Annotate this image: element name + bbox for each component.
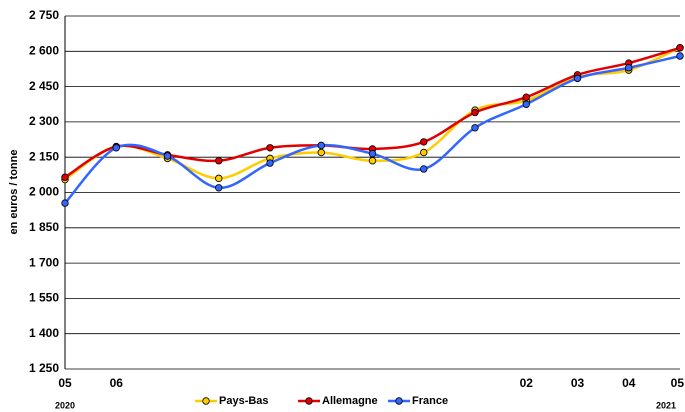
series-line [64, 54, 681, 204]
data-point [420, 138, 428, 146]
data-point [676, 44, 684, 52]
data-point [215, 174, 223, 183]
data-point [266, 159, 274, 167]
data-point [368, 149, 377, 158]
legend-label: Allemagne [322, 395, 378, 407]
data-point [368, 157, 377, 165]
x-tick-label: 02 [520, 376, 534, 390]
data-point [61, 199, 69, 207]
y-tick-label: 1 400 [29, 326, 59, 340]
x-tick-label: 06 [110, 376, 124, 390]
data-point [573, 74, 582, 83]
data-point [317, 148, 325, 157]
data-point [163, 152, 172, 160]
y-tick-label: 2 750 [29, 8, 59, 22]
data-point [112, 144, 120, 152]
y-tick-label: 1 850 [29, 220, 59, 234]
y-tick-label: 1 550 [29, 291, 59, 305]
legend-label: Pays-Bas [219, 395, 269, 407]
y-tick-label: 1 700 [29, 255, 59, 269]
data-point [420, 148, 428, 157]
y-tick-label: 1 250 [29, 361, 59, 375]
data-point [215, 184, 223, 192]
data-point [471, 124, 479, 132]
data-point [61, 173, 69, 181]
y-axis-label: en euros / tonne [8, 150, 20, 235]
y-tick-label: 2 300 [29, 114, 59, 128]
data-point [266, 144, 274, 152]
data-point [522, 100, 530, 108]
x-year-label: 2020 [55, 400, 75, 410]
y-tick-label: 2 150 [29, 149, 59, 163]
y-tick-label: 2 600 [29, 43, 59, 57]
data-point [471, 108, 479, 117]
x-tick-label: 05 [671, 376, 685, 390]
legend-marker [305, 397, 313, 405]
legend-marker [202, 397, 210, 405]
y-tick-label: 2 000 [29, 185, 59, 199]
data-point [522, 93, 530, 101]
x-year-label: 2021 [656, 400, 676, 410]
x-tick-label: 04 [622, 376, 636, 390]
x-tick-label: 03 [571, 376, 585, 390]
y-tick-label: 2 450 [29, 79, 59, 93]
data-point [420, 165, 428, 173]
legend-marker [395, 397, 403, 405]
legend-label: France [412, 395, 448, 407]
x-tick-label: 05 [58, 376, 72, 390]
data-point [625, 64, 633, 72]
data-point [215, 157, 223, 165]
data-point [676, 52, 684, 60]
data-point [317, 141, 325, 150]
